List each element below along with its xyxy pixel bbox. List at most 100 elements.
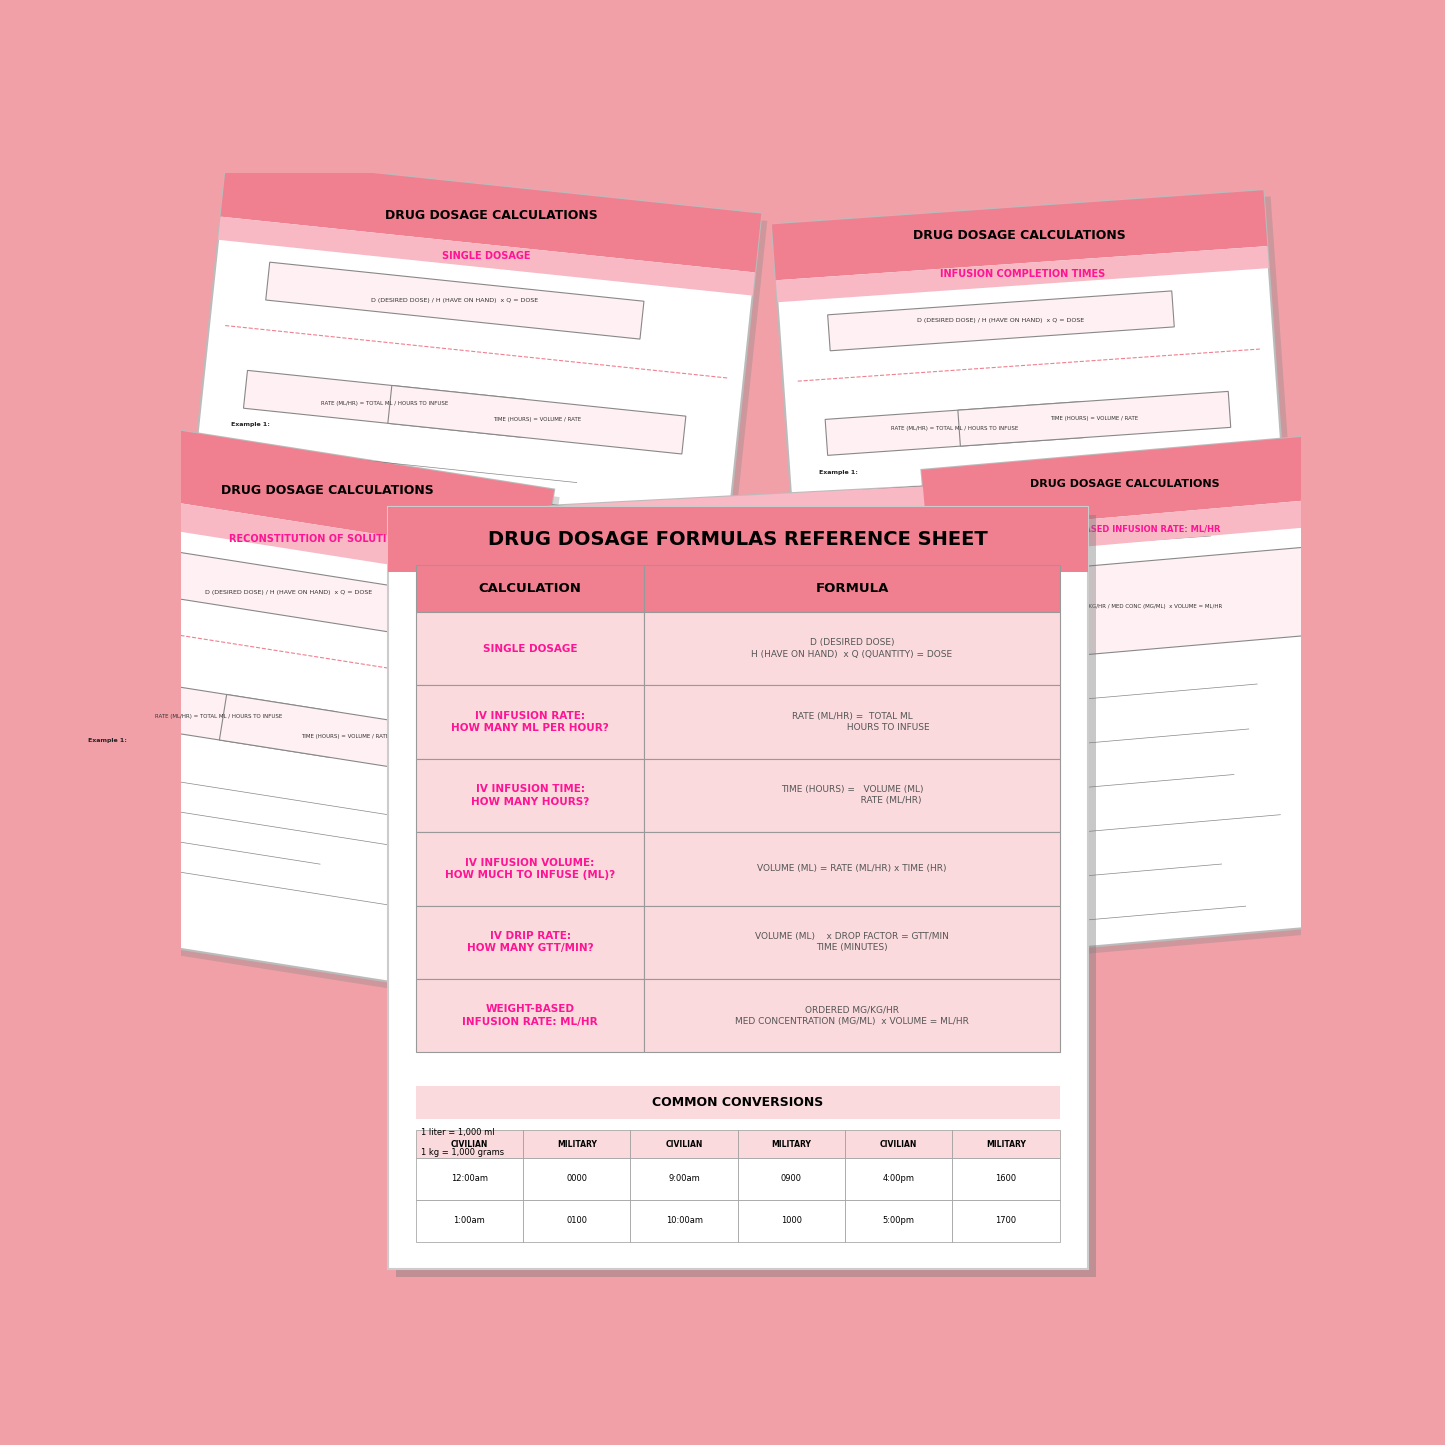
FancyBboxPatch shape bbox=[955, 546, 1316, 665]
Text: D (DESIRED DOSE) / H (HAVE ON HAND)  x Q = DOSE: D (DESIRED DOSE) / H (HAVE ON HAND) x Q … bbox=[371, 298, 539, 303]
FancyBboxPatch shape bbox=[738, 1199, 845, 1241]
Text: Example 1:: Example 1: bbox=[88, 737, 127, 743]
Text: 0000: 0000 bbox=[566, 1175, 587, 1183]
Text: IV DRIP RATE: HOW MANY GTT/MIN?: IV DRIP RATE: HOW MANY GTT/MIN? bbox=[642, 507, 825, 516]
FancyBboxPatch shape bbox=[630, 1130, 738, 1157]
FancyBboxPatch shape bbox=[845, 1130, 952, 1157]
FancyBboxPatch shape bbox=[416, 906, 644, 978]
FancyBboxPatch shape bbox=[266, 262, 644, 340]
Text: ORDERED MG/KG/HR
MED CONCENTRATION (MG/ML)  x VOLUME = ML/HR: ORDERED MG/KG/HR MED CONCENTRATION (MG/M… bbox=[736, 1006, 970, 1026]
Text: IV DRIP RATE:
HOW MANY GTT/MIN?: IV DRIP RATE: HOW MANY GTT/MIN? bbox=[467, 931, 594, 954]
Text: VOLUME (ML)    x DROP FACTOR = GTT/MIN
TIME (MINUTES): VOLUME (ML) x DROP FACTOR = GTT/MIN TIME… bbox=[756, 932, 949, 952]
FancyBboxPatch shape bbox=[243, 370, 526, 438]
Text: CIVILIAN: CIVILIAN bbox=[880, 1140, 918, 1149]
Text: INFUSION COMPLETION TIMES: INFUSION COMPLETION TIMES bbox=[939, 269, 1105, 279]
FancyBboxPatch shape bbox=[416, 1157, 523, 1199]
Text: DRUG DOSAGE CALCULATIONS: DRUG DOSAGE CALCULATIONS bbox=[384, 208, 597, 221]
FancyBboxPatch shape bbox=[644, 832, 1059, 906]
FancyBboxPatch shape bbox=[779, 197, 1299, 630]
Text: SINGLE DOSAGE: SINGLE DOSAGE bbox=[483, 643, 578, 653]
FancyBboxPatch shape bbox=[416, 1085, 1059, 1118]
Text: IV INFUSION VOLUME:
HOW MUCH TO INFUSE (ML)?: IV INFUSION VOLUME: HOW MUCH TO INFUSE (… bbox=[445, 857, 616, 880]
FancyBboxPatch shape bbox=[630, 1199, 738, 1241]
FancyBboxPatch shape bbox=[952, 1157, 1059, 1199]
FancyBboxPatch shape bbox=[416, 685, 644, 759]
Text: 1 liter = 1,000 ml: 1 liter = 1,000 ml bbox=[422, 1129, 496, 1137]
Text: SINGLE DOSAGE: SINGLE DOSAGE bbox=[442, 251, 530, 262]
FancyBboxPatch shape bbox=[772, 191, 1267, 280]
Text: COMMON CONVERSIONS: COMMON CONVERSIONS bbox=[652, 1095, 824, 1108]
Text: IV INFUSION RATE:
HOW MANY ML PER HOUR?: IV INFUSION RATE: HOW MANY ML PER HOUR? bbox=[451, 711, 608, 733]
FancyBboxPatch shape bbox=[36, 428, 559, 1003]
Text: WEIGHT-BASED INFUSION RATE: ML/HR: WEIGHT-BASED INFUSION RATE: ML/HR bbox=[1038, 525, 1220, 533]
FancyBboxPatch shape bbox=[922, 435, 1328, 533]
Text: 5:00pm: 5:00pm bbox=[883, 1217, 915, 1225]
FancyBboxPatch shape bbox=[100, 420, 553, 561]
FancyBboxPatch shape bbox=[130, 546, 447, 640]
Text: 4:00pm: 4:00pm bbox=[883, 1175, 915, 1183]
FancyBboxPatch shape bbox=[825, 402, 1084, 455]
FancyBboxPatch shape bbox=[523, 1157, 630, 1199]
FancyBboxPatch shape bbox=[523, 1130, 630, 1157]
FancyBboxPatch shape bbox=[644, 906, 1059, 978]
FancyBboxPatch shape bbox=[416, 978, 644, 1052]
FancyBboxPatch shape bbox=[845, 1157, 952, 1199]
Text: TIME (HOURS) = VOLUME / RATE: TIME (HOURS) = VOLUME / RATE bbox=[1051, 416, 1139, 422]
FancyBboxPatch shape bbox=[387, 507, 1088, 572]
Text: 0100: 0100 bbox=[566, 1217, 587, 1225]
FancyBboxPatch shape bbox=[738, 1130, 845, 1157]
FancyBboxPatch shape bbox=[776, 246, 1269, 302]
Text: DRUG DOSAGE CALCULATIONS: DRUG DOSAGE CALCULATIONS bbox=[913, 228, 1126, 241]
FancyBboxPatch shape bbox=[182, 158, 762, 634]
FancyBboxPatch shape bbox=[952, 1199, 1059, 1241]
FancyBboxPatch shape bbox=[32, 420, 553, 996]
FancyBboxPatch shape bbox=[416, 759, 644, 832]
Text: 1600: 1600 bbox=[996, 1175, 1017, 1183]
FancyBboxPatch shape bbox=[532, 486, 949, 818]
Text: D (DESIRED DOSE)
H (HAVE ON HAND)  x Q (QUANTITY) = DOSE: D (DESIRED DOSE) H (HAVE ON HAND) x Q (Q… bbox=[751, 639, 952, 659]
Text: TIME (HOURS) =   VOLUME (ML)
                           RATE (ML/HR): TIME (HOURS) = VOLUME (ML) RATE (ML/HR) bbox=[780, 785, 923, 805]
Text: RATE (ML/HR) = TOTAL ML / HOURS TO INFUSE: RATE (ML/HR) = TOTAL ML / HOURS TO INFUS… bbox=[155, 714, 282, 720]
Text: 1 kg = 1,000 grams: 1 kg = 1,000 grams bbox=[422, 1149, 504, 1157]
Text: MILITARY: MILITARY bbox=[556, 1140, 597, 1149]
FancyBboxPatch shape bbox=[188, 165, 767, 642]
FancyBboxPatch shape bbox=[538, 493, 957, 824]
Text: FORMULA: FORMULA bbox=[815, 582, 889, 595]
Text: MILITARY: MILITARY bbox=[772, 1140, 811, 1149]
FancyBboxPatch shape bbox=[845, 1199, 952, 1241]
Text: RATE (ML/HR) =  TOTAL ML
                         HOURS TO INFUSE: RATE (ML/HR) = TOTAL ML HOURS TO INFUSE bbox=[775, 712, 929, 733]
Text: VOLUME (ML) / TIME (MINUTES)  x DROP FACTOR = GTT/MIN: VOLUME (ML) / TIME (MINUTES) x DROP FACT… bbox=[643, 575, 831, 579]
FancyBboxPatch shape bbox=[387, 386, 686, 454]
Text: CALCULATION: CALCULATION bbox=[478, 582, 581, 595]
Text: 10:00am: 10:00am bbox=[666, 1217, 702, 1225]
Text: DRUG DOSAGE CALCULATIONS: DRUG DOSAGE CALCULATIONS bbox=[221, 484, 434, 497]
Text: 0900: 0900 bbox=[780, 1175, 802, 1183]
FancyBboxPatch shape bbox=[416, 1130, 523, 1157]
Text: DRUG DOSAGE FORMULAS REFERENCE SHEET: DRUG DOSAGE FORMULAS REFERENCE SHEET bbox=[488, 530, 987, 549]
FancyBboxPatch shape bbox=[952, 1130, 1059, 1157]
FancyBboxPatch shape bbox=[644, 759, 1059, 832]
Text: ORDERED MG/KG/HR / MED CONC (MG/ML)  x VOLUME = ML/HR: ORDERED MG/KG/HR / MED CONC (MG/ML) x VO… bbox=[1049, 604, 1222, 608]
FancyBboxPatch shape bbox=[644, 611, 1059, 685]
Text: RATE (ML/HR) = TOTAL ML / HOURS TO INFUSE: RATE (ML/HR) = TOTAL ML / HOURS TO INFUS… bbox=[890, 426, 1017, 431]
FancyBboxPatch shape bbox=[929, 441, 1373, 964]
FancyBboxPatch shape bbox=[416, 611, 644, 685]
Text: Example 1:: Example 1: bbox=[819, 470, 858, 475]
FancyBboxPatch shape bbox=[738, 1157, 845, 1199]
FancyBboxPatch shape bbox=[828, 290, 1175, 351]
Text: D (DESIRED DOSE) / H (HAVE ON HAND)  x Q = DOSE: D (DESIRED DOSE) / H (HAVE ON HAND) x Q … bbox=[205, 590, 371, 595]
FancyBboxPatch shape bbox=[387, 507, 1088, 1269]
FancyBboxPatch shape bbox=[928, 499, 1331, 561]
Text: VOLUME (ML) = RATE (ML/HR) x TIME (HR): VOLUME (ML) = RATE (ML/HR) x TIME (HR) bbox=[757, 864, 946, 873]
Text: CIVILIAN: CIVILIAN bbox=[451, 1140, 488, 1149]
FancyBboxPatch shape bbox=[532, 486, 935, 538]
FancyBboxPatch shape bbox=[523, 1199, 630, 1241]
Text: RECONSTITUTION OF SOLUTIONS: RECONSTITUTION OF SOLUTIONS bbox=[228, 535, 410, 545]
FancyBboxPatch shape bbox=[644, 565, 1059, 611]
FancyBboxPatch shape bbox=[644, 685, 1059, 759]
FancyBboxPatch shape bbox=[416, 1199, 523, 1241]
Text: TIME (HOURS) = VOLUME / RATE: TIME (HOURS) = VOLUME / RATE bbox=[493, 418, 581, 422]
FancyBboxPatch shape bbox=[644, 978, 1059, 1052]
Text: RATE (ML/HR) = TOTAL ML / HOURS TO INFUSE: RATE (ML/HR) = TOTAL ML / HOURS TO INFUS… bbox=[321, 402, 448, 406]
FancyBboxPatch shape bbox=[922, 435, 1366, 958]
